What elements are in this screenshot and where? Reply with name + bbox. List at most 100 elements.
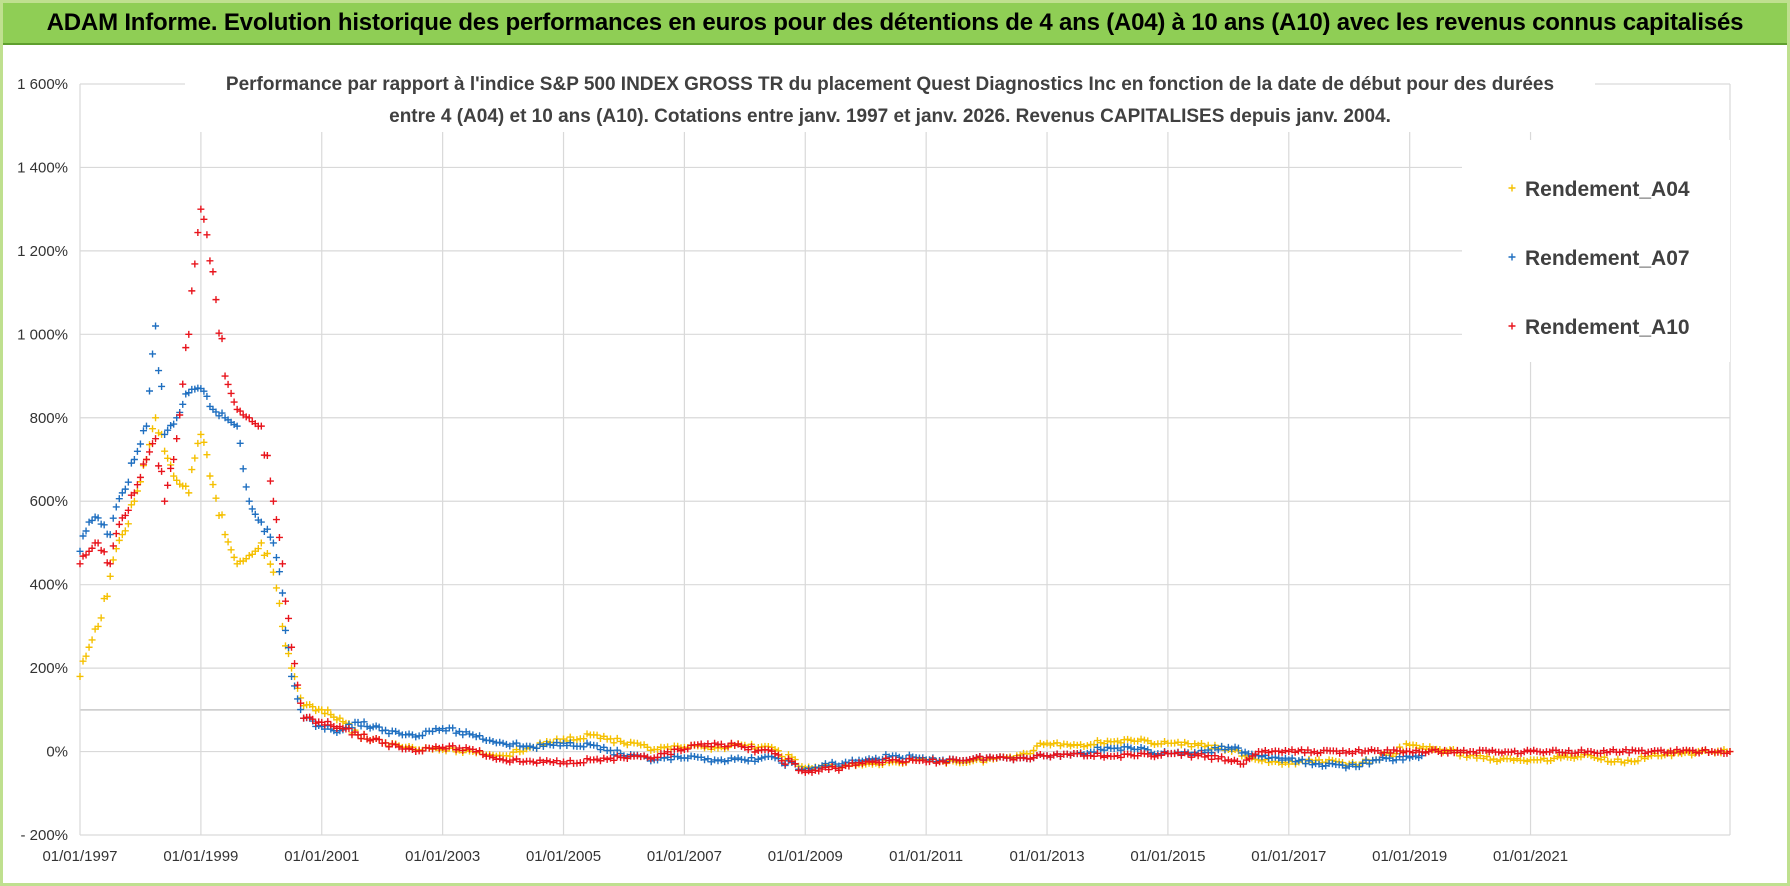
data-point — [278, 589, 286, 597]
data-point — [489, 737, 497, 745]
data-point — [643, 743, 651, 751]
data-point — [1308, 761, 1316, 769]
data-point — [553, 739, 561, 747]
data-point — [164, 426, 172, 434]
data-point — [1292, 758, 1300, 766]
data-point — [1197, 739, 1205, 747]
data-point — [1124, 743, 1132, 751]
x-tick-label: 01/01/2013 — [1009, 848, 1084, 865]
data-point — [529, 758, 537, 766]
data-point — [1114, 752, 1122, 760]
data-point — [1127, 736, 1135, 744]
data-point — [360, 718, 368, 726]
data-point — [221, 531, 229, 539]
data-point — [1140, 736, 1148, 744]
data-point — [176, 411, 184, 419]
data-point — [936, 758, 944, 766]
chart-title-line-2: entre 4 (A04) et 10 ans (A10). Cotations… — [389, 106, 1391, 127]
data-point — [215, 329, 223, 337]
y-tick-label: 200% — [30, 660, 68, 677]
data-point — [1097, 752, 1105, 760]
data-point — [275, 568, 283, 576]
data-point — [179, 400, 187, 408]
data-point — [309, 703, 317, 711]
data-point — [1628, 746, 1636, 754]
data-point — [499, 756, 507, 764]
data-point — [966, 756, 974, 764]
data-point — [170, 472, 178, 480]
data-point — [164, 481, 172, 489]
data-point — [1379, 754, 1387, 762]
data-point — [281, 597, 289, 605]
data-point — [519, 743, 527, 751]
data-point — [1281, 747, 1289, 755]
data-point — [200, 387, 208, 395]
data-point — [1036, 750, 1044, 758]
data-point — [412, 733, 420, 741]
data-point — [1103, 743, 1111, 751]
data-point — [1191, 750, 1199, 758]
data-point — [435, 726, 443, 734]
data-point — [905, 755, 913, 763]
data-point — [1238, 749, 1246, 757]
data-point — [218, 409, 226, 417]
data-point — [509, 756, 517, 764]
data-point — [1234, 744, 1242, 752]
data-point — [764, 746, 772, 754]
data-point — [543, 757, 551, 765]
data-point — [405, 744, 413, 752]
data-point — [1288, 754, 1296, 762]
data-point — [580, 743, 588, 751]
data-point — [212, 296, 220, 304]
data-point — [1553, 753, 1561, 761]
data-point — [1295, 757, 1303, 765]
data-point — [285, 614, 293, 622]
data-point — [1171, 739, 1179, 747]
data-point — [717, 756, 725, 764]
data-point — [1307, 749, 1315, 757]
data-point — [1600, 753, 1608, 761]
data-point — [203, 451, 211, 459]
data-point — [1181, 738, 1189, 746]
data-point — [1359, 759, 1367, 767]
data-point — [895, 757, 903, 765]
data-point — [354, 731, 362, 739]
data-point — [563, 760, 571, 768]
series-rendement-a10 — [76, 205, 1734, 776]
data-point — [146, 448, 154, 456]
data-point — [472, 748, 480, 756]
data-point — [1557, 754, 1565, 762]
data-point — [254, 545, 262, 553]
data-point — [647, 755, 655, 763]
data-point — [1080, 743, 1088, 751]
chart-title-line-1: Performance par rapport à l'indice S&P 5… — [226, 74, 1554, 95]
data-point — [112, 503, 120, 511]
data-point — [1624, 756, 1632, 764]
data-point — [593, 742, 601, 750]
data-point — [607, 746, 615, 754]
data-point — [1150, 741, 1158, 749]
data-point — [230, 553, 238, 561]
data-point — [97, 614, 105, 622]
data-point — [1520, 748, 1528, 756]
data-point — [892, 756, 900, 764]
data-point — [127, 501, 135, 509]
data-point — [613, 746, 621, 754]
data-point — [375, 736, 383, 744]
data-point — [1231, 743, 1239, 751]
data-point — [1539, 749, 1547, 757]
data-point — [133, 447, 141, 455]
y-tick-label: 800% — [30, 410, 68, 427]
data-point — [1040, 741, 1048, 749]
data-point — [486, 752, 494, 760]
data-point — [1587, 748, 1595, 756]
data-point — [1342, 749, 1350, 757]
data-point — [79, 657, 87, 665]
data-point — [499, 739, 507, 747]
data-point — [272, 554, 280, 562]
data-point — [1090, 752, 1098, 760]
data-point — [191, 260, 199, 268]
data-point — [506, 752, 514, 760]
data-point — [1641, 749, 1649, 757]
data-point — [1294, 747, 1302, 755]
